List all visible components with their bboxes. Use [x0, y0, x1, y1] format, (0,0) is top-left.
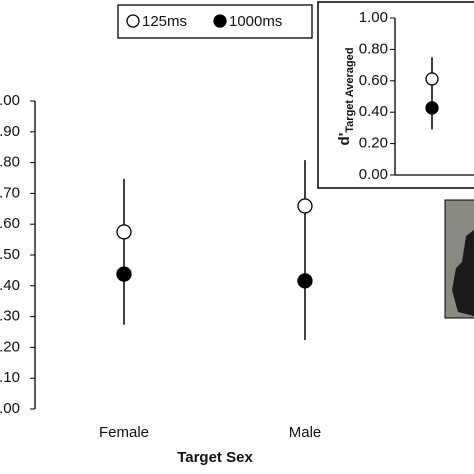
legend-marker — [213, 14, 227, 28]
marker — [425, 72, 439, 86]
marker — [116, 266, 132, 282]
y-axis-label: d'Target Averaged — [336, 48, 356, 146]
x-axis-label: Target Sex — [177, 449, 253, 466]
y-tick-label: 0.30 — [0, 308, 20, 325]
y-tick-label: 0.40 — [359, 103, 388, 120]
y-tick-label: 0.10 — [0, 369, 20, 386]
photo-silhouette — [452, 230, 474, 316]
y-tick-label: 0.80 — [359, 40, 388, 57]
x-tick-label: Male — [289, 424, 322, 441]
marker — [297, 198, 313, 214]
y-tick-label: 0.60 — [0, 215, 20, 232]
y-tick-label: 0.00 — [0, 400, 20, 417]
y-axis-label-main: d' — [336, 133, 353, 146]
legend-label: 1000ms — [229, 13, 282, 30]
y-tick-label: 0.00 — [359, 166, 388, 183]
marker — [425, 101, 439, 115]
marker — [116, 224, 132, 240]
marker — [297, 273, 313, 289]
y-tick-label: 0.50 — [0, 246, 20, 263]
y-axis-label-sub: Target Averaged — [344, 48, 356, 133]
legend-label: 125ms — [142, 13, 187, 30]
y-tick-label: 0.60 — [359, 72, 388, 89]
y-tick-label: 0.80 — [0, 154, 20, 171]
legend-marker — [126, 14, 140, 28]
y-tick-label: 0.40 — [0, 277, 20, 294]
inset-frame — [317, 1, 474, 189]
y-tick-label: 0.90 — [0, 123, 20, 140]
x-tick-label: Female — [99, 424, 149, 441]
y-tick-label: 0.20 — [0, 338, 20, 355]
y-tick-label: 0.20 — [359, 135, 388, 152]
y-tick-label: 0.70 — [0, 184, 20, 201]
y-tick-label: 1.00 — [359, 9, 388, 26]
y-tick-label: 1.00 — [0, 92, 20, 109]
photo — [444, 199, 474, 319]
